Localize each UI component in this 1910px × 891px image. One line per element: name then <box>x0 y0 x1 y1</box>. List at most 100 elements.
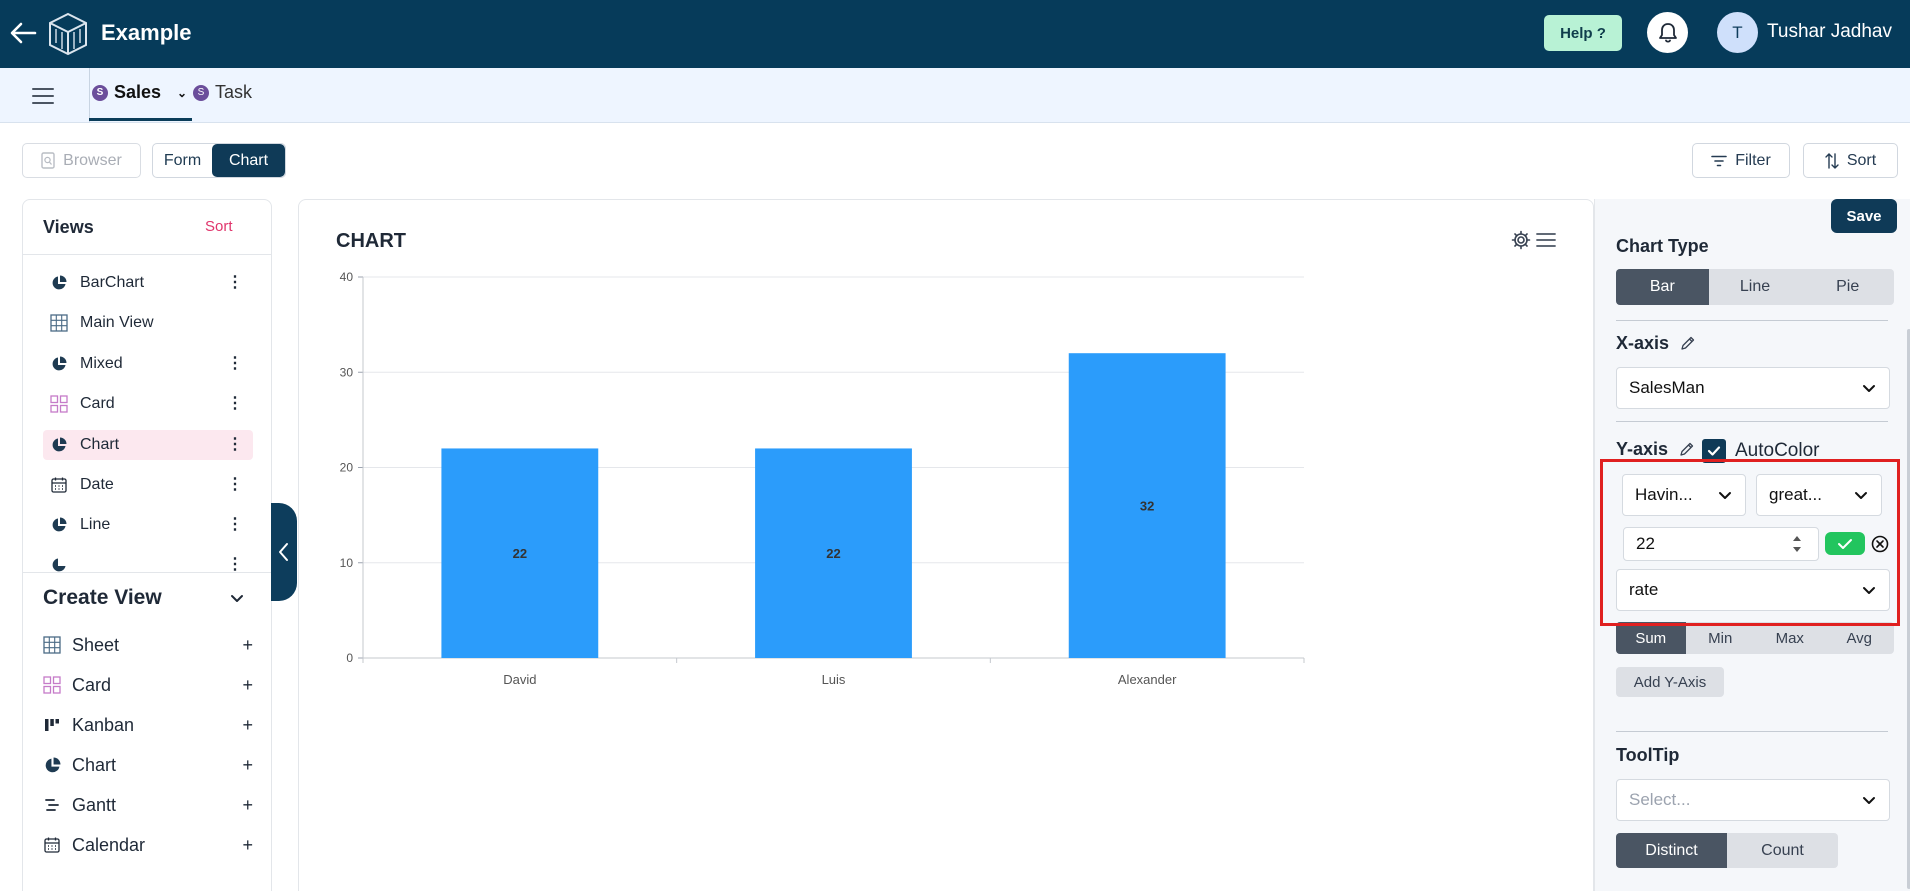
tooltip-select[interactable]: Select... <box>1616 779 1890 821</box>
close-circle-icon[interactable] <box>1871 535 1889 553</box>
chart-type-pie[interactable]: Pie <box>1836 278 1860 295</box>
more-options-icon[interactable]: ⋮ <box>227 476 243 493</box>
create-card-item[interactable]: Card + <box>43 670 253 700</box>
chart-mode-button[interactable]: Chart <box>212 144 285 177</box>
threshold-number-input[interactable]: 22 <box>1623 527 1819 561</box>
view-item-barchart[interactable]: BarChart ⋮ <box>43 268 253 298</box>
data-label: 22 <box>826 546 840 561</box>
view-item-chart[interactable]: Chart ⋮ <box>43 430 253 460</box>
collapse-sidebar-button[interactable] <box>271 503 297 601</box>
create-gantt-item[interactable]: Gantt + <box>43 790 253 820</box>
grid-icon <box>43 636 61 654</box>
chart-type-line[interactable]: Line <box>1739 278 1771 295</box>
app-logo-icon <box>49 12 87 56</box>
sales-badge-icon: S <box>92 84 108 101</box>
aggregation-sum[interactable]: Sum <box>1616 622 1686 654</box>
view-item-main-view[interactable]: Main View <box>43 308 253 338</box>
threshold-value: 22 <box>1636 534 1655 553</box>
view-item-line[interactable]: Line ⋮ <box>43 510 253 540</box>
confirm-filter-button[interactable] <box>1825 532 1865 555</box>
tab-task[interactable]: S Task <box>193 82 252 103</box>
filter-button[interactable]: Filter <box>1692 143 1790 178</box>
chart-title: CHART <box>336 230 406 252</box>
help-button[interactable]: Help ? <box>1544 15 1622 51</box>
x-tick-label: David <box>503 672 536 687</box>
view-item-mixed[interactable]: Mixed ⋮ <box>43 349 253 379</box>
form-mode-button[interactable]: Form <box>163 151 202 169</box>
pie-chart-icon <box>43 756 61 774</box>
add-y-axis-button[interactable]: Add Y-Axis <box>1616 667 1724 697</box>
create-item-label: Sheet <box>72 634 120 655</box>
plus-icon[interactable]: + <box>242 714 253 735</box>
views-sort-link[interactable]: Sort <box>205 218 233 235</box>
divider <box>1616 421 1888 422</box>
y-axis-label-text: Y-axis <box>1616 439 1669 459</box>
plus-icon[interactable]: + <box>242 674 253 695</box>
tab-sales[interactable]: S Sales ⌄ <box>92 82 187 103</box>
sort-icon <box>1825 152 1839 169</box>
create-kanban-item[interactable]: Kanban + <box>43 710 253 740</box>
view-item-label: Date <box>80 476 114 493</box>
chevron-down-icon <box>1855 492 1867 499</box>
x-axis-select[interactable]: SalesMan <box>1616 367 1890 409</box>
count-option[interactable]: Count <box>1761 841 1804 859</box>
bar-chart: 0 10 20 30 40 22 David 22 Luis 32 Alexander <box>340 270 1305 687</box>
view-item-partial[interactable]: ⋮ <box>43 550 253 572</box>
plus-icon[interactable]: + <box>242 634 253 655</box>
plus-icon[interactable]: + <box>242 794 253 815</box>
more-options-icon[interactable]: ⋮ <box>227 556 243 572</box>
create-chart-item[interactable]: Chart + <box>43 750 253 780</box>
card-grid-icon <box>50 395 68 413</box>
chevron-left-icon <box>279 543 288 561</box>
more-options-icon[interactable]: ⋮ <box>227 436 243 453</box>
back-arrow-icon[interactable] <box>8 20 38 46</box>
bar[interactable] <box>755 448 912 658</box>
create-calendar-item[interactable]: Calendar + <box>43 830 253 860</box>
scrollbar[interactable] <box>1907 329 1910 889</box>
view-item-card[interactable]: Card ⋮ <box>43 389 253 419</box>
plus-icon[interactable]: + <box>242 834 253 855</box>
y-tick-label: 30 <box>340 365 354 379</box>
bar[interactable] <box>1068 353 1226 658</box>
spinner-arrows-icon[interactable] <box>1792 533 1802 555</box>
tooltip-placeholder: Select... <box>1629 790 1691 809</box>
pie-chart-icon <box>50 274 68 292</box>
more-options-icon[interactable]: ⋮ <box>227 516 243 533</box>
aggregation-min[interactable]: Min <box>1708 629 1733 647</box>
more-options-icon[interactable]: ⋮ <box>227 355 243 372</box>
browser-button[interactable]: Browser <box>22 143 141 178</box>
more-options-icon[interactable]: ⋮ <box>227 395 243 412</box>
gear-icon[interactable] <box>1511 230 1531 250</box>
chevron-down-icon[interactable] <box>228 589 246 607</box>
calendar-icon <box>50 476 68 494</box>
chevron-down-icon[interactable]: ⌄ <box>177 85 188 100</box>
grid-icon <box>50 314 68 332</box>
pencil-icon[interactable] <box>1680 335 1696 351</box>
user-avatar[interactable]: T <box>1717 12 1758 53</box>
having-select[interactable]: Havin... <box>1622 474 1746 516</box>
bar[interactable] <box>441 448 599 658</box>
save-button[interactable]: Save <box>1831 199 1897 233</box>
aggregation-max[interactable]: Max <box>1775 629 1804 647</box>
y-field-select[interactable]: rate <box>1616 569 1890 611</box>
sort-button[interactable]: Sort <box>1803 143 1898 178</box>
more-options-icon[interactable]: ⋮ <box>227 274 243 291</box>
chart-menu-icon[interactable] <box>1536 231 1556 249</box>
view-item-label: Chart <box>80 436 120 453</box>
pencil-icon[interactable] <box>1679 441 1695 457</box>
create-sheet-item[interactable]: Sheet + <box>43 630 253 660</box>
plus-icon[interactable]: + <box>242 754 253 775</box>
filter-icon <box>1711 155 1728 166</box>
chart-panel: CHART 0 10 20 30 40 22 David 22 Luis 32 Alexander <box>298 199 1594 891</box>
hamburger-menu-icon[interactable] <box>32 87 54 105</box>
view-item-date[interactable]: Date ⋮ <box>43 470 253 500</box>
operator-select[interactable]: great... <box>1756 474 1882 516</box>
notifications-button[interactable] <box>1647 12 1688 53</box>
chart-type-bar[interactable]: Bar <box>1616 269 1709 305</box>
view-item-label: Line <box>80 516 111 533</box>
user-name[interactable]: Tushar Jadhav <box>1767 21 1892 42</box>
operator-value: great... <box>1769 485 1822 504</box>
pie-chart-icon <box>50 556 68 572</box>
distinct-option[interactable]: Distinct <box>1616 833 1727 868</box>
aggregation-avg[interactable]: Avg <box>1846 629 1873 647</box>
